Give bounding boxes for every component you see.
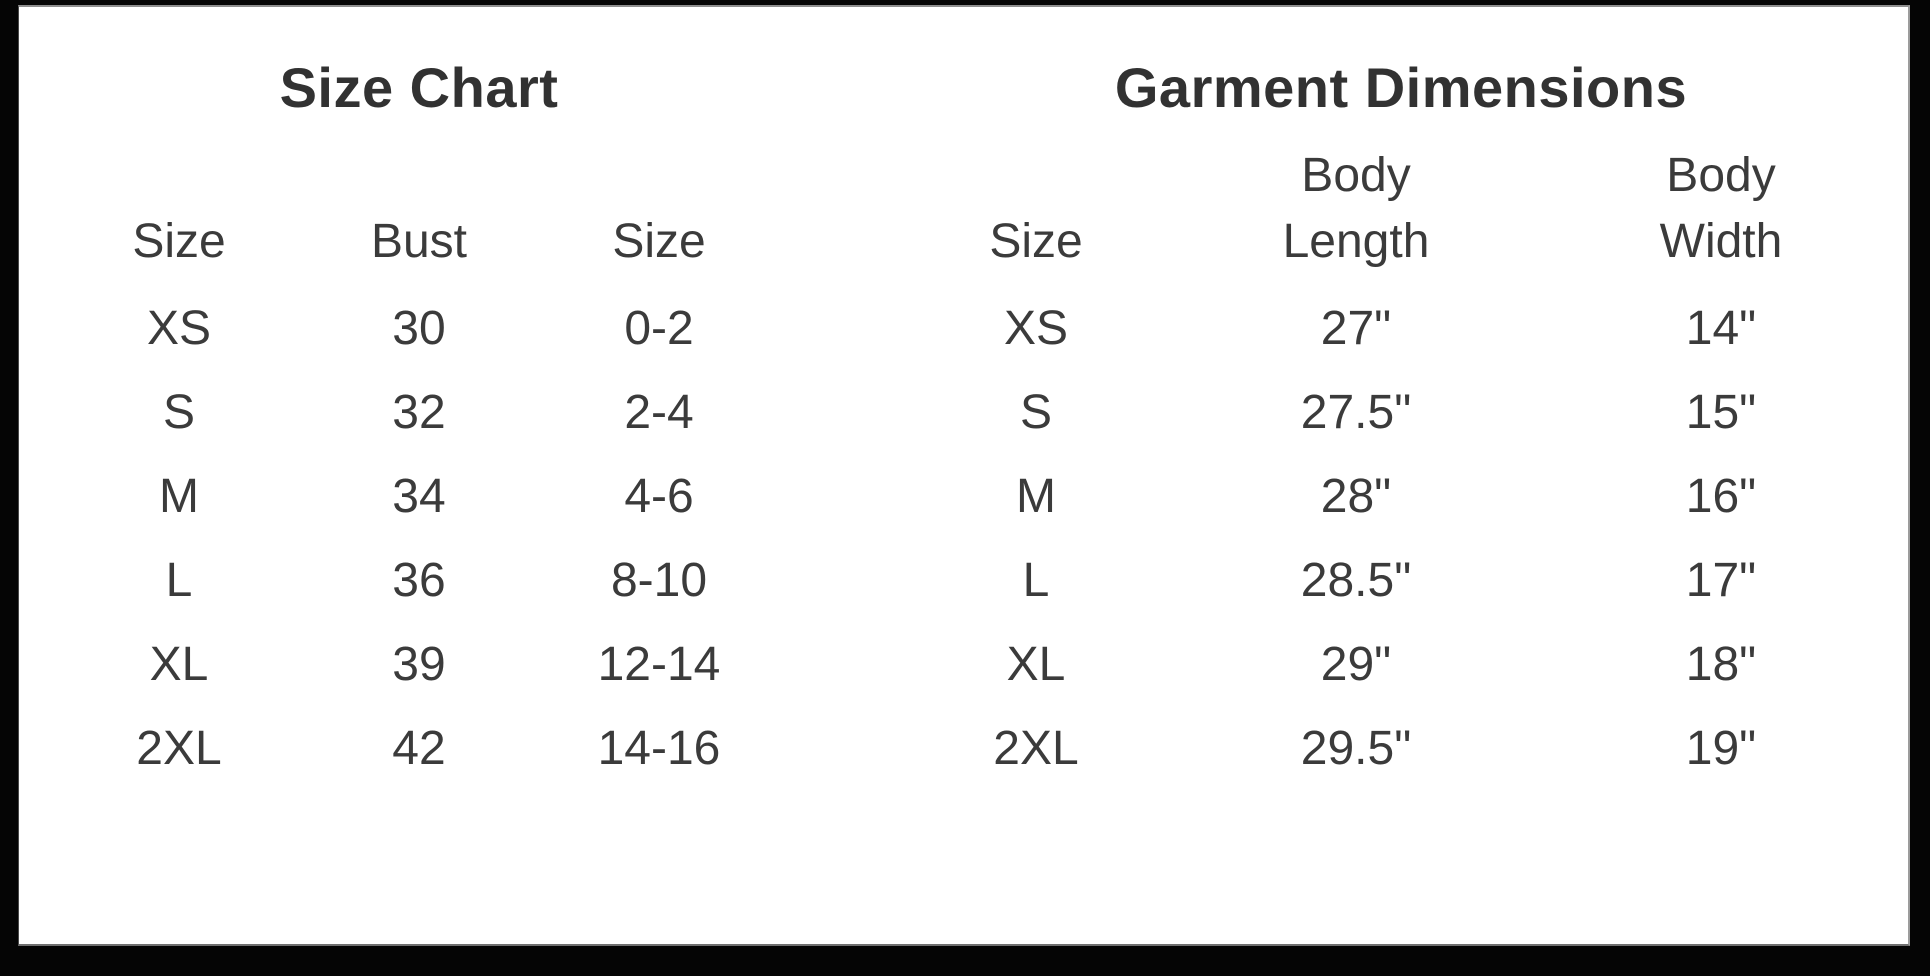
cell-bust: 34 [392, 470, 446, 523]
cell-size: 2XL [993, 722, 1079, 775]
cell-numeric-size: 12-14 [597, 638, 721, 691]
cell-size: L [165, 554, 193, 607]
cell-bust: 30 [392, 302, 446, 355]
garment-dimensions-title: Garment Dimensions [1114, 55, 1688, 119]
cell-bust: 32 [392, 386, 446, 439]
cell-body-length: 27.5" [1300, 386, 1412, 439]
cell-bust: 36 [392, 554, 446, 607]
cell-numeric-size: 2-4 [624, 386, 694, 439]
garment-row-s: S 27.5" 15" [881, 371, 1921, 455]
garment-row-xs: XS 27" 14" [881, 287, 1921, 371]
cell-body-width: 16" [1685, 470, 1757, 523]
cell-numeric-size: 8-10 [610, 554, 708, 607]
garment-row-2xl: 2XL 29.5" 19" [881, 707, 1921, 791]
cell-size: XS [1003, 302, 1069, 355]
cell-bust: 39 [392, 638, 446, 691]
cell-body-length: 28.5" [1300, 554, 1412, 607]
size-chart-row-xs: XS 30 0-2 [59, 287, 779, 371]
cell-size: XL [149, 638, 209, 691]
cell-numeric-size: 14-16 [597, 722, 721, 775]
cell-body-width: 14" [1685, 302, 1757, 355]
garment-header-size: Size [989, 215, 1083, 268]
size-chart-row-m: M 34 4-6 [59, 455, 779, 539]
garment-dimensions-body: XS 27" 14" S 27.5" 15" M 28" 16" L 28.5" [881, 287, 1921, 791]
size-chart-header-row: Size Bust Size [59, 132, 779, 275]
cell-body-width: 17" [1685, 554, 1757, 607]
garment-row-m: M 28" 16" [881, 455, 1921, 539]
cell-body-width: 15" [1685, 386, 1757, 439]
size-chart-row-2xl: 2XL 42 14-16 [59, 707, 779, 791]
garment-row-l: L 28.5" 17" [881, 539, 1921, 623]
cell-body-length: 29" [1320, 638, 1392, 691]
size-chart-header-bust: Bust [370, 215, 468, 268]
cell-size: M [159, 470, 199, 523]
size-chart-row-xl: XL 39 12-14 [59, 623, 779, 707]
garment-header-body-length: Body Length [1282, 149, 1430, 268]
garment-row-xl: XL 29" 18" [881, 623, 1921, 707]
garment-dimensions-header-row: Size Body Length Body Width [881, 132, 1921, 275]
size-chart-body: XS 30 0-2 S 32 2-4 M 34 4-6 L 36 8-1 [59, 287, 779, 791]
size-chart-image: Size Chart Size Bust Size XS 30 0-2 S 32… [18, 5, 1910, 946]
cell-size: S [1019, 386, 1052, 439]
cell-size: M [1016, 470, 1056, 523]
cell-body-length: 29.5" [1300, 722, 1412, 775]
size-chart-header-numeric-size: Size [612, 215, 706, 268]
cell-body-length: 28" [1320, 470, 1392, 523]
size-chart-row-l: L 36 8-10 [59, 539, 779, 623]
cell-size: 2XL [136, 722, 222, 775]
cell-numeric-size: 4-6 [624, 470, 694, 523]
cell-size: XL [1006, 638, 1066, 691]
cell-body-width: 18" [1685, 638, 1757, 691]
cell-bust: 42 [392, 722, 446, 775]
garment-header-body-width: Body Width [1659, 149, 1783, 268]
size-chart-row-s: S 32 2-4 [59, 371, 779, 455]
cell-size: L [1022, 554, 1050, 607]
cell-numeric-size: 0-2 [624, 302, 694, 355]
size-chart-table: Size Chart Size Bust Size XS 30 0-2 S 32… [59, 42, 779, 791]
cell-size: XS [146, 302, 212, 355]
size-chart-title: Size Chart [279, 55, 559, 119]
cell-body-width: 19" [1685, 722, 1757, 775]
cell-body-length: 27" [1320, 302, 1392, 355]
size-chart-header-size: Size [132, 215, 226, 268]
garment-dimensions-table: Garment Dimensions Size Body Length Body… [881, 42, 1921, 791]
cell-size: S [162, 386, 195, 439]
